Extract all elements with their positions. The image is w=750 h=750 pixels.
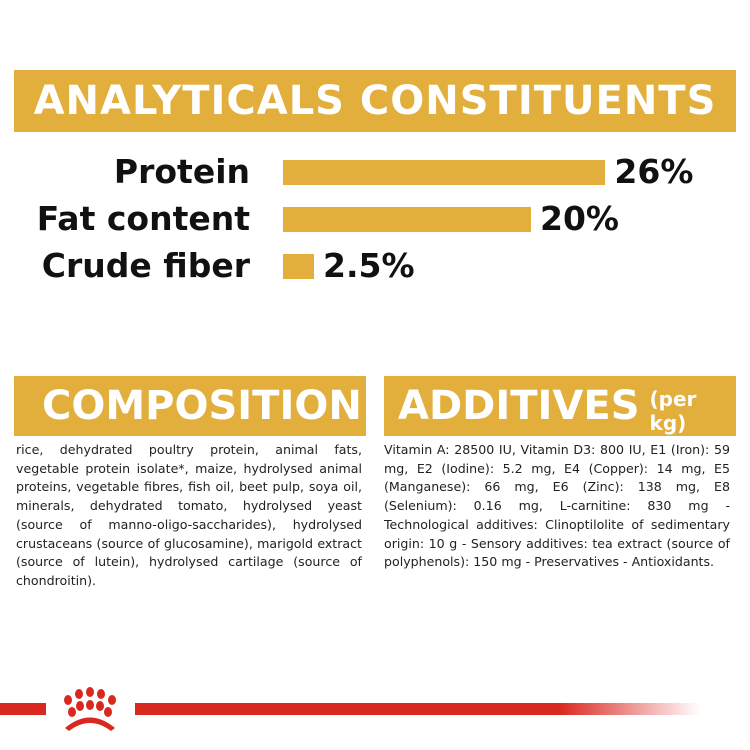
additives-title: ADDITIVES (398, 383, 640, 429)
row-label: Crude fiber (41, 246, 250, 285)
row-value: 20% (540, 199, 619, 238)
row-label: Protein (113, 152, 250, 191)
additives-header: ADDITIVES (per kg) (384, 376, 736, 436)
row-value: 26% (614, 152, 694, 191)
additives-text: Vitamin A: 28500 IU, Vitamin D3: 800 IU,… (384, 442, 730, 570)
row-protein: Protein 26% (0, 152, 750, 192)
row-value: 2.5% (323, 246, 415, 285)
footer-line (135, 703, 700, 715)
composition-title: COMPOSITION (14, 376, 366, 436)
footer-line (0, 703, 46, 715)
analyticals-title: ANALYTICALS CONSTITUENTS (14, 70, 736, 132)
additives-unit: (per kg) (649, 387, 697, 435)
value-bar (283, 254, 314, 279)
row-label: Fat content (36, 199, 250, 238)
row-fiber: Crude fiber 2.5% (0, 246, 750, 286)
composition-text: rice, dehydrated poultry protein, animal… (16, 442, 362, 588)
royal-canin-crown-icon (64, 687, 116, 731)
row-fat: Fat content 20% (0, 199, 750, 239)
value-bar (283, 207, 531, 232)
value-bar (283, 160, 606, 185)
